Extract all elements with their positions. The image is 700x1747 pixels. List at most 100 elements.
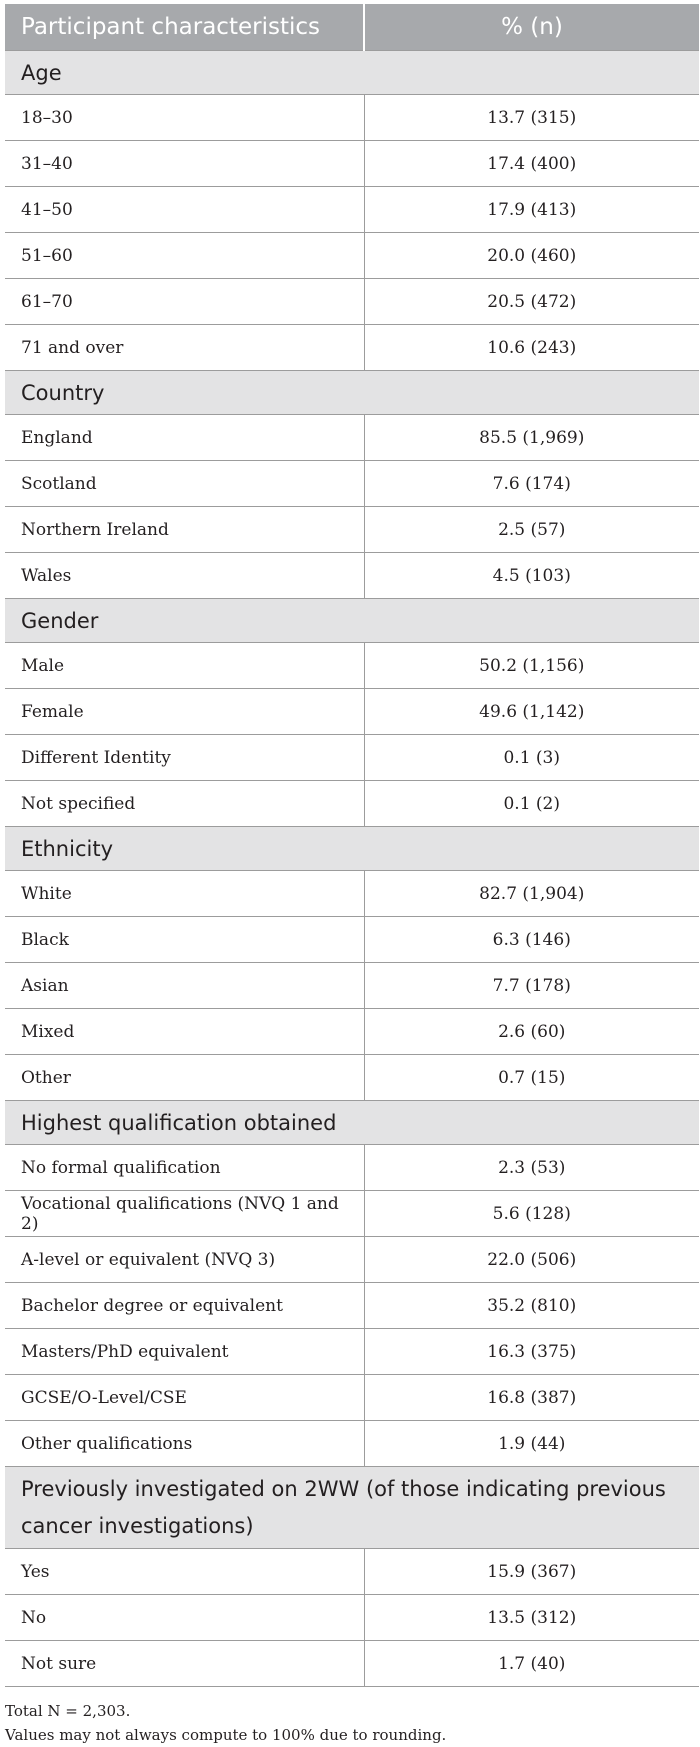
row-label: Asian (5, 962, 365, 1009)
table-row: 18–30 13.7 (315) (5, 94, 699, 141)
row-value: 7.7 (178) (364, 962, 699, 1009)
row-label: Scotland (5, 460, 365, 507)
row-label: Vocational qualifications (NVQ 1 and 2) (5, 1190, 365, 1237)
row-label: Mixed (5, 1008, 365, 1055)
row-value: 1.7 (40) (364, 1640, 699, 1687)
table-row: 71 and over 10.6 (243) (5, 324, 699, 371)
table-row: No 13.5 (312) (5, 1594, 699, 1641)
header-characteristics: Participant characteristics (5, 4, 365, 51)
section-title: Age (5, 50, 699, 95)
table-row: 41–50 17.9 (413) (5, 186, 699, 233)
table-row: GCSE/O-Level/CSE 16.8 (387) (5, 1374, 699, 1421)
table-row: Scotland 7.6 (174) (5, 460, 699, 507)
section-title: Ethnicity (5, 826, 699, 871)
table-row: Male 50.2 (1,156) (5, 642, 699, 689)
row-value: 4.5 (103) (364, 552, 699, 599)
row-value: 2.6 (60) (364, 1008, 699, 1055)
table-body: Age 18–30 13.7 (315) 31–40 17.4 (400) 41–50 17… (5, 50, 699, 1687)
table-row: Other 0.7 (15) (5, 1054, 699, 1101)
row-value: 20.5 (472) (364, 278, 699, 325)
row-value: 17.4 (400) (364, 140, 699, 187)
section-row: Ethnicity (5, 826, 699, 871)
table-row: Mixed 2.6 (60) (5, 1008, 699, 1055)
table-row: 61–70 20.5 (472) (5, 278, 699, 325)
row-label: Female (5, 688, 365, 735)
table-row: Bachelor degree or equivalent 35.2 (810) (5, 1282, 699, 1329)
table-row: Other qualifications 1.9 (44) (5, 1420, 699, 1467)
table-row: Asian 7.7 (178) (5, 962, 699, 1009)
row-value: 7.6 (174) (364, 460, 699, 507)
row-label: No (5, 1594, 365, 1641)
row-label: Yes (5, 1548, 365, 1595)
table-row: Not sure 1.7 (40) (5, 1640, 699, 1687)
row-label: Male (5, 642, 365, 689)
row-label: 51–60 (5, 232, 365, 279)
table-row: Vocational qualifications (NVQ 1 and 2) 5… (5, 1190, 699, 1237)
row-label: A-level or equivalent (NVQ 3) (5, 1236, 365, 1283)
row-label: Northern Ireland (5, 506, 365, 553)
participant-characteristics-table: Participant characteristics % (n) Age 18–… (5, 4, 699, 1687)
row-label: 61–70 (5, 278, 365, 325)
row-value: 13.5 (312) (364, 1594, 699, 1641)
section-title: Highest qualification obtained (5, 1100, 699, 1145)
row-value: 0.1 (2) (364, 780, 699, 827)
row-value: 6.3 (146) (364, 916, 699, 963)
table-row: Wales 4.5 (103) (5, 552, 699, 599)
table-row: England 85.5 (1,969) (5, 414, 699, 461)
row-label: Not sure (5, 1640, 365, 1687)
footnote-total: Total N = 2,303. (5, 1702, 131, 1720)
section-row: Highest qualification obtained (5, 1100, 699, 1145)
section-title: Gender (5, 598, 699, 643)
row-label: England (5, 414, 365, 461)
footnote-rounding: Values may not always compute to 100% du… (5, 1726, 447, 1744)
row-label: Other qualifications (5, 1420, 365, 1467)
row-label: 31–40 (5, 140, 365, 187)
row-value: 2.5 (57) (364, 506, 699, 553)
table-row: Masters/PhD equivalent 16.3 (375) (5, 1328, 699, 1375)
section-row: Previously investigated on 2WW (of those… (5, 1466, 699, 1549)
table-row: Not specified 0.1 (2) (5, 780, 699, 827)
row-label: 41–50 (5, 186, 365, 233)
row-value: 10.6 (243) (364, 324, 699, 371)
row-label: Black (5, 916, 365, 963)
table-container: Participant characteristics % (n) Age 18–… (5, 4, 699, 1747)
table-row: White 82.7 (1,904) (5, 870, 699, 917)
table-row: Female 49.6 (1,142) (5, 688, 699, 735)
row-value: 0.7 (15) (364, 1054, 699, 1101)
table-row: Black 6.3 (146) (5, 916, 699, 963)
row-value: 82.7 (1,904) (364, 870, 699, 917)
table-row: 51–60 20.0 (460) (5, 232, 699, 279)
row-value: 22.0 (506) (364, 1236, 699, 1283)
row-label: Bachelor degree or equivalent (5, 1282, 365, 1329)
table-row: 31–40 17.4 (400) (5, 140, 699, 187)
footnotes: Total N = 2,303. Values may not always c… (5, 1699, 699, 1747)
section-row: Age (5, 50, 699, 95)
row-value: 35.2 (810) (364, 1282, 699, 1329)
table-row: Different Identity 0.1 (3) (5, 734, 699, 781)
row-label: No formal qualification (5, 1144, 365, 1191)
row-label: Wales (5, 552, 365, 599)
row-label: Not specified (5, 780, 365, 827)
row-value: 50.2 (1,156) (364, 642, 699, 689)
section-row: Country (5, 370, 699, 415)
row-value: 16.3 (375) (364, 1328, 699, 1375)
row-label: 18–30 (5, 94, 365, 141)
row-label: 71 and over (5, 324, 365, 371)
row-value: 2.3 (53) (364, 1144, 699, 1191)
row-label: White (5, 870, 365, 917)
row-label: Masters/PhD equivalent (5, 1328, 365, 1375)
row-value: 13.7 (315) (364, 94, 699, 141)
table-row: Northern Ireland 2.5 (57) (5, 506, 699, 553)
header-percent-n: % (n) (364, 4, 699, 51)
table-row: No formal qualification 2.3 (53) (5, 1144, 699, 1191)
row-value: 49.6 (1,142) (364, 688, 699, 735)
section-row: Gender (5, 598, 699, 643)
row-value: 85.5 (1,969) (364, 414, 699, 461)
row-value: 17.9 (413) (364, 186, 699, 233)
row-label: GCSE/O-Level/CSE (5, 1374, 365, 1421)
row-value: 5.6 (128) (364, 1190, 699, 1237)
row-label: Other (5, 1054, 365, 1101)
row-value: 1.9 (44) (364, 1420, 699, 1467)
section-title: Country (5, 370, 699, 415)
row-label: Different Identity (5, 734, 365, 781)
